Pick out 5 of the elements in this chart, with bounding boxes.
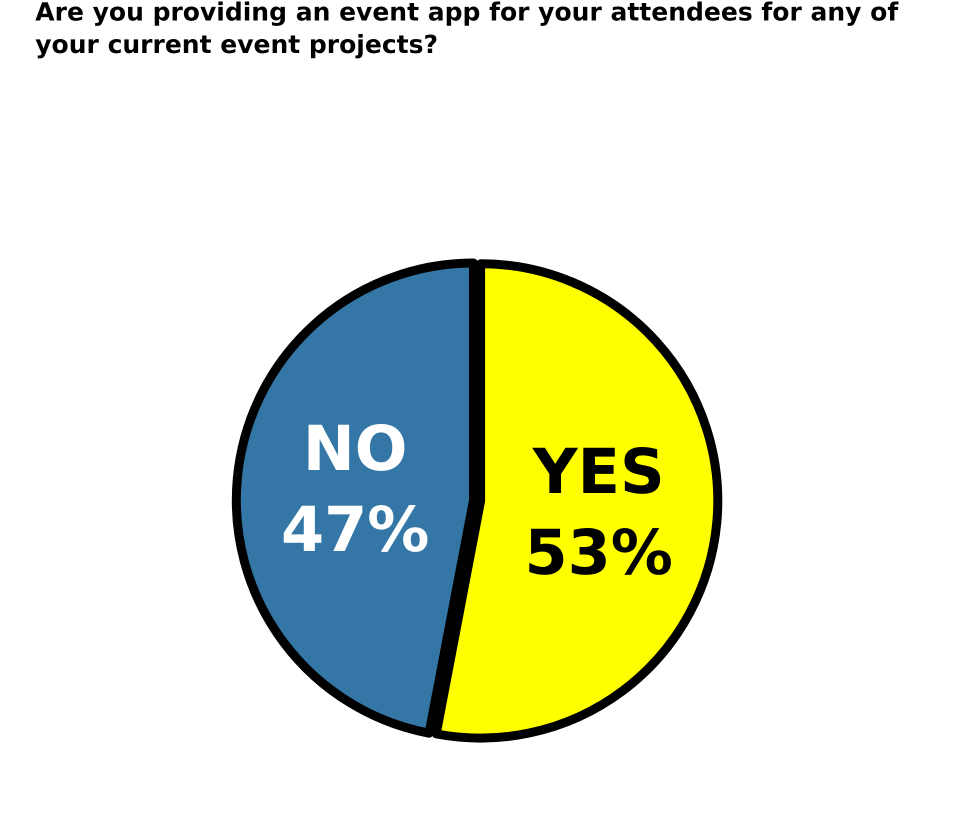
data-label: 53% [524, 516, 673, 589]
slice-label: YES [532, 435, 665, 508]
slice-label: NO [302, 412, 408, 486]
chart-title: Are you providing an event app for your attendees for any of your current event projects? [35, 0, 900, 60]
data-label: 47% [280, 492, 430, 566]
